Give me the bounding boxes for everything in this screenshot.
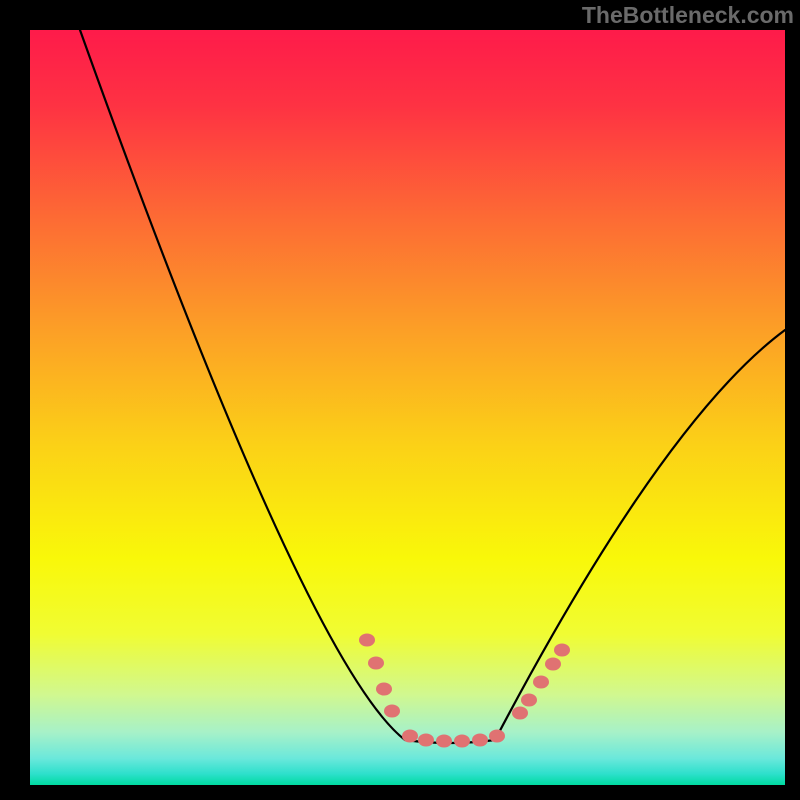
marker-dot (545, 657, 561, 670)
marker-dot (402, 729, 418, 742)
marker-dot (359, 633, 375, 646)
plot-background (30, 30, 785, 785)
marker-dot (436, 734, 452, 747)
marker-dot (512, 706, 528, 719)
marker-dot (384, 704, 400, 717)
marker-dot (454, 734, 470, 747)
watermark-text: TheBottleneck.com (582, 2, 794, 29)
marker-dot (472, 733, 488, 746)
marker-dot (418, 733, 434, 746)
chart-svg (0, 0, 800, 800)
marker-dot (368, 656, 384, 669)
marker-dot (489, 729, 505, 742)
marker-dot (533, 675, 549, 688)
marker-dot (521, 693, 537, 706)
chart-container: TheBottleneck.com (0, 0, 800, 800)
marker-dot (554, 643, 570, 656)
marker-dot (376, 682, 392, 695)
